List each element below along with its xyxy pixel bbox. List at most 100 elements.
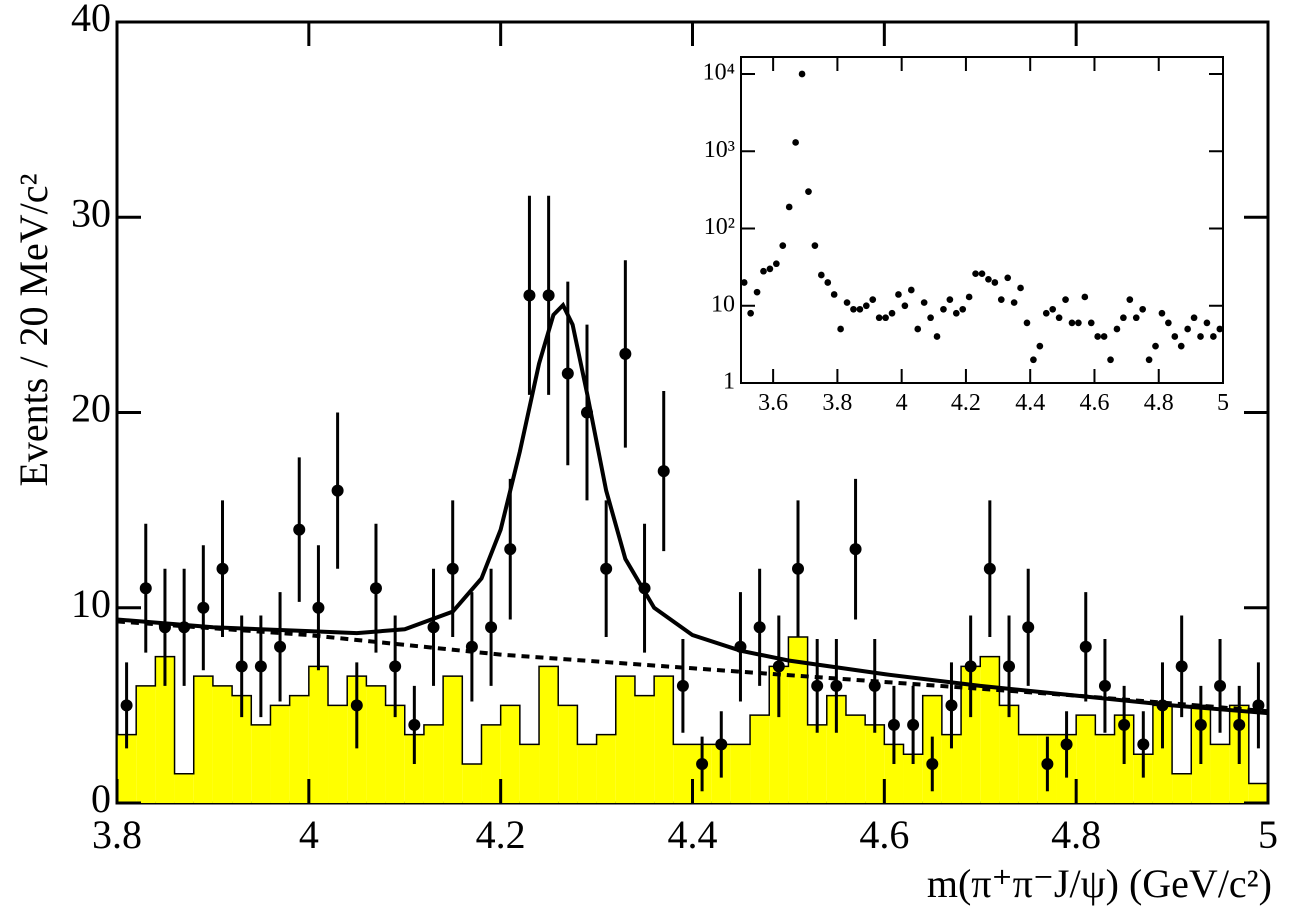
plot-frame bbox=[740, 56, 1224, 384]
data-point bbox=[805, 188, 812, 195]
data-point bbox=[926, 757, 939, 770]
histogram-bar bbox=[462, 763, 482, 803]
histogram-bar bbox=[558, 705, 578, 803]
y-tick-label: 30 bbox=[71, 190, 111, 235]
data-point bbox=[850, 305, 857, 313]
data-point bbox=[1214, 679, 1227, 692]
histogram-bar bbox=[385, 705, 405, 803]
data-point bbox=[997, 296, 1005, 303]
data-point bbox=[1126, 296, 1134, 303]
data-point bbox=[785, 203, 793, 211]
data-point bbox=[940, 305, 947, 313]
histogram-bar bbox=[769, 666, 789, 803]
data-point bbox=[1118, 718, 1131, 731]
histogram-bar bbox=[289, 695, 309, 803]
data-point bbox=[753, 621, 766, 634]
data-point bbox=[427, 621, 440, 634]
data-point bbox=[1210, 333, 1217, 340]
histogram-bar bbox=[212, 685, 233, 803]
x-tick-label: 4.8 bbox=[1051, 812, 1101, 857]
data-point bbox=[811, 242, 819, 249]
y-tick-label: 10 bbox=[711, 291, 735, 317]
histogram-bar bbox=[404, 734, 424, 803]
data-point bbox=[676, 679, 689, 692]
y-tick-label: 10 bbox=[71, 581, 111, 626]
data-point bbox=[1158, 309, 1166, 317]
data-point bbox=[792, 139, 799, 146]
data-point bbox=[139, 582, 152, 595]
histogram-bar bbox=[1076, 715, 1096, 803]
data-point bbox=[1017, 284, 1024, 292]
data-point bbox=[350, 699, 363, 712]
histogram-bar bbox=[961, 666, 981, 803]
x-tick-label: 5 bbox=[1258, 812, 1278, 857]
histogram-bar bbox=[654, 676, 674, 803]
data-point bbox=[1171, 333, 1179, 340]
data-point bbox=[837, 325, 844, 333]
x-tick-label: 4.2 bbox=[951, 390, 981, 416]
data-point bbox=[798, 70, 806, 78]
x-tick-label: 3.8 bbox=[822, 390, 852, 416]
histogram-bar bbox=[232, 695, 252, 803]
y-axis-label: Events / 20 MeV/c² bbox=[11, 173, 56, 486]
data-point bbox=[1004, 274, 1012, 282]
data-point bbox=[120, 699, 133, 712]
histogram-bar bbox=[750, 715, 770, 803]
data-point bbox=[580, 406, 593, 419]
fit-curve bbox=[116, 301, 1269, 716]
data-point bbox=[983, 562, 996, 575]
data-point bbox=[1003, 660, 1016, 673]
data-point bbox=[856, 305, 864, 313]
y-tick-label: 0 bbox=[91, 776, 111, 821]
data-point bbox=[914, 325, 922, 333]
y-tick-label: 10² bbox=[704, 214, 735, 240]
data-point bbox=[369, 582, 382, 595]
histogram-bar bbox=[903, 754, 923, 803]
data-point bbox=[1120, 314, 1127, 322]
histogram-bar bbox=[941, 734, 962, 803]
x-tick-label: 3.6 bbox=[758, 390, 788, 416]
histogram-bar bbox=[1095, 734, 1115, 803]
data-point bbox=[1087, 319, 1095, 327]
histogram-bar bbox=[519, 744, 540, 803]
x-tick-label: 4.6 bbox=[859, 812, 909, 857]
data-point bbox=[773, 260, 780, 268]
data-point bbox=[657, 465, 670, 478]
y-tick-label: 10⁴ bbox=[703, 60, 735, 86]
histogram-bar bbox=[845, 715, 866, 803]
data-point bbox=[389, 660, 402, 673]
data-point bbox=[1137, 738, 1150, 751]
data-point bbox=[619, 347, 632, 360]
histogram-bar bbox=[328, 705, 348, 803]
histogram-bar bbox=[673, 744, 693, 803]
data-point bbox=[1094, 333, 1102, 340]
data-point bbox=[408, 718, 421, 731]
data-point bbox=[972, 270, 979, 278]
data-point bbox=[1184, 325, 1191, 333]
histogram-bar bbox=[1133, 754, 1153, 803]
data-point bbox=[747, 309, 754, 317]
data-point bbox=[1022, 621, 1035, 634]
data-point bbox=[561, 367, 574, 380]
data-point bbox=[1030, 356, 1037, 364]
data-point bbox=[1233, 718, 1246, 731]
histogram-bar bbox=[443, 676, 463, 803]
histogram-bar bbox=[999, 705, 1019, 803]
data-point bbox=[1079, 640, 1092, 653]
data-point bbox=[446, 562, 459, 575]
y-tick-label: 10³ bbox=[704, 137, 735, 163]
data-point bbox=[485, 621, 498, 634]
data-point bbox=[1145, 356, 1153, 364]
data-point bbox=[907, 718, 920, 731]
data-point bbox=[542, 289, 555, 302]
histogram-bar bbox=[136, 685, 156, 803]
data-point bbox=[869, 296, 877, 303]
data-point bbox=[991, 279, 999, 286]
data-point bbox=[1177, 342, 1185, 350]
data-point bbox=[830, 291, 838, 298]
x-tick-label: 4.4 bbox=[1015, 390, 1045, 416]
histogram-bar bbox=[117, 734, 137, 803]
x-tick-label: 3.8 bbox=[92, 812, 142, 857]
data-point bbox=[882, 314, 889, 322]
